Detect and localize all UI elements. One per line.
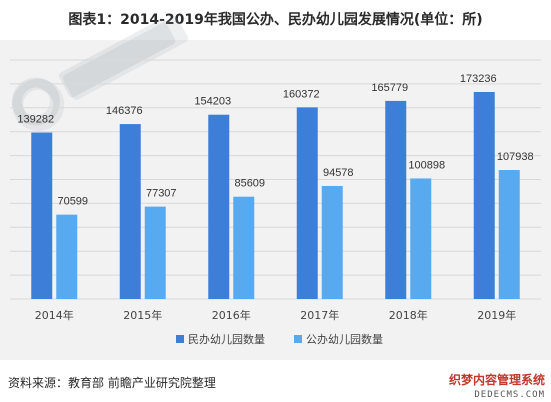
bar-private [473, 91, 495, 300]
x-tick-label: 2014年 [35, 308, 74, 322]
data-label: 139282 [17, 114, 54, 126]
bar-public [56, 214, 78, 299]
x-tick-label: 2015年 [123, 308, 162, 322]
bar-private [31, 132, 53, 299]
watermark-text: 织梦内容管理系统 [448, 373, 545, 387]
bar-private [119, 124, 141, 299]
bar-public [321, 185, 343, 299]
bar-private [296, 107, 318, 299]
x-tick-label: 2016年 [212, 308, 251, 322]
x-tick-label: 2019年 [477, 308, 516, 322]
bar-public [410, 178, 432, 299]
title-band: 图表1：2014-2019年我国公办、民办幼儿园发展情况(单位：所) [0, 0, 551, 38]
data-label: 154203 [194, 96, 231, 108]
bar-public [144, 206, 166, 299]
bar-public [498, 170, 520, 299]
x-tick-label: 2017年 [300, 308, 339, 322]
data-label: 100898 [408, 159, 445, 171]
watermark-logo-icon-2 [12, 16, 189, 131]
data-label: 85609 [234, 178, 265, 190]
legend-swatch [176, 335, 184, 343]
bar-private [385, 100, 407, 299]
watermark-url: DEDECMS.COM [474, 390, 545, 400]
data-label: 77307 [146, 188, 177, 200]
bar-private [208, 114, 230, 299]
data-label: 160372 [283, 88, 320, 100]
data-label: 173236 [460, 73, 497, 85]
bar-chart: 139282 70599 2014年 146376 77307 2015年 154203 85… [10, 59, 541, 346]
data-label: 146376 [106, 105, 143, 117]
legend-swatch [294, 335, 302, 343]
data-label: 107938 [497, 151, 534, 163]
chart-title: 图表1：2014-2019年我国公办、民办幼儿园发展情况(单位：所) [68, 12, 483, 28]
source-note: 资料来源：教育部 前瞻产业研究院整理 [8, 376, 216, 390]
chart-area: 139282 70599 2014年 146376 77307 2015年 154203 85… [0, 16, 551, 360]
legend-label: 民办幼儿园数量 [188, 333, 265, 346]
watermark-logo-icon [11, 19, 176, 126]
bar-public [233, 196, 255, 299]
x-tick-label: 2018年 [389, 308, 428, 322]
data-label: 94578 [323, 167, 354, 179]
data-label: 165779 [371, 82, 408, 94]
legend-label: 公办幼儿园数量 [306, 333, 383, 346]
data-label: 70599 [57, 196, 88, 208]
